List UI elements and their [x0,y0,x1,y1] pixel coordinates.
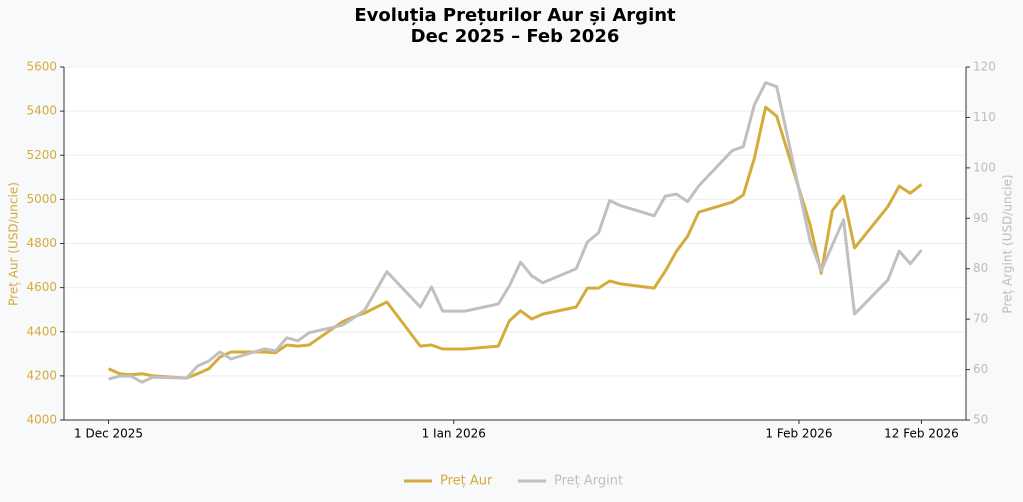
y-tick-label: 5200 [26,148,57,162]
legend-label: Preț Aur [440,474,493,489]
y-tick-label: 5000 [26,192,57,206]
y2-tick-label: 120 [973,60,996,74]
y2-tick-label: 110 [973,110,996,124]
y-tick-label: 4200 [26,368,57,382]
legend-label: Preț Argint [554,474,623,489]
chart-title: Evoluția Prețurilor Aur și Argint [354,5,676,26]
y2-tick-label: 70 [973,312,988,326]
y2-tick-label: 80 [973,261,988,275]
chart-subtitle: Dec 2025 – Feb 2026 [411,26,620,47]
y2-tick-label: 90 [973,211,988,225]
y2-axis-label: Preț Argint (USD/uncie) [1001,174,1015,313]
y-tick-label: 5400 [26,104,57,118]
x-tick-label: 12 Feb 2026 [884,427,959,441]
line-series [108,81,923,384]
y-tick-label: 4000 [26,413,57,427]
y2-tick-label: 100 [973,160,996,174]
y-tick-label: 5600 [26,60,57,74]
y2-tick-label: 60 [973,362,988,376]
x-tick-label: 1 Ian 2026 [422,427,486,441]
y-axis-label: Preț Aur (USD/uncie) [7,182,21,306]
x-tick-label: 1 Feb 2026 [765,427,832,441]
y-tick-label: 4600 [26,280,57,294]
y-tick-label: 4800 [26,236,57,250]
y-tick-label: 4400 [26,324,57,338]
y2-tick-label: 50 [973,413,988,427]
x-tick-label: 1 Dec 2025 [74,427,143,441]
